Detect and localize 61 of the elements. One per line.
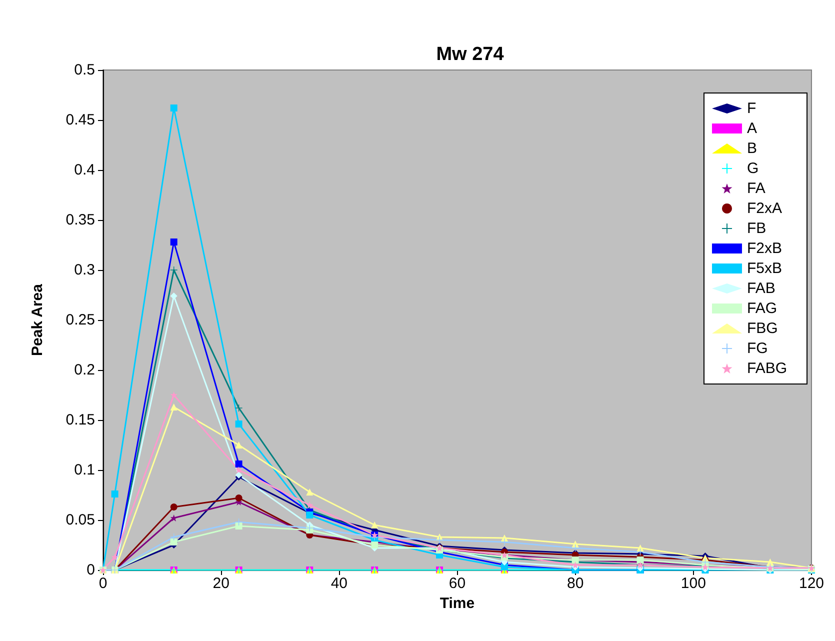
x-tick-label: 20 [212,575,230,592]
y-tick-label: 0.5 [74,62,95,78]
point [235,460,242,468]
legend-label: FB [746,220,766,237]
y-tick-label: 0.4 [74,162,95,178]
legend-label: FA [746,180,766,197]
point [170,292,178,300]
point [111,490,118,498]
point [235,522,242,530]
y-tick-label: 0.05 [66,512,95,528]
point [170,238,178,246]
legend-label: F [746,100,756,117]
legend-label: F2xA [746,200,782,217]
legend-label: FABG [746,360,788,377]
point [235,466,242,474]
y-tick-label: 0.1 [74,462,95,478]
x-tick-label: 0 [98,575,108,592]
point [371,522,378,528]
x-tick-label: 120 [798,575,824,592]
point [170,404,178,410]
x-axis-title: Time [440,594,475,612]
point [636,544,644,552]
point [170,514,178,522]
point [170,538,178,546]
point [170,504,178,510]
point [170,104,178,112]
y-tick-label: 0.25 [66,312,95,328]
legend-label: G [746,160,759,177]
point [766,558,774,566]
point [111,554,118,560]
y-tick-label: 0.35 [66,212,95,228]
x-tick-label: 80 [566,575,584,592]
x-tick-label: 100 [680,575,706,592]
chart-title: Mw 274 [436,44,504,65]
point [235,494,242,502]
legend-label: FAG [746,300,778,317]
y-tick-label: 0.45 [66,112,95,128]
point [306,502,314,508]
x-tick-label: 40 [330,575,348,592]
legend-label: F2xB [746,240,782,257]
point [436,536,444,544]
legend-label: FBG [746,320,778,337]
point [170,534,178,540]
point [572,540,579,548]
legend-label: B [746,140,758,157]
point [235,404,242,412]
x-tick-label: 60 [448,575,466,592]
legend-label: F5xB [746,260,782,277]
point [235,442,242,448]
point [235,420,242,428]
y-tick-label: 0.3 [74,262,95,278]
legend-label: A [746,120,758,137]
legend-label: FAB [746,280,776,297]
legend-label: FG [746,340,768,357]
point [306,488,314,496]
y-tick-label: 0 [86,562,95,578]
y-axis-title: Peak Area [29,283,46,356]
point [170,266,178,274]
point [170,392,178,398]
y-tick-label: 0.15 [66,412,95,428]
y-tick-label: 0.2 [74,362,95,378]
